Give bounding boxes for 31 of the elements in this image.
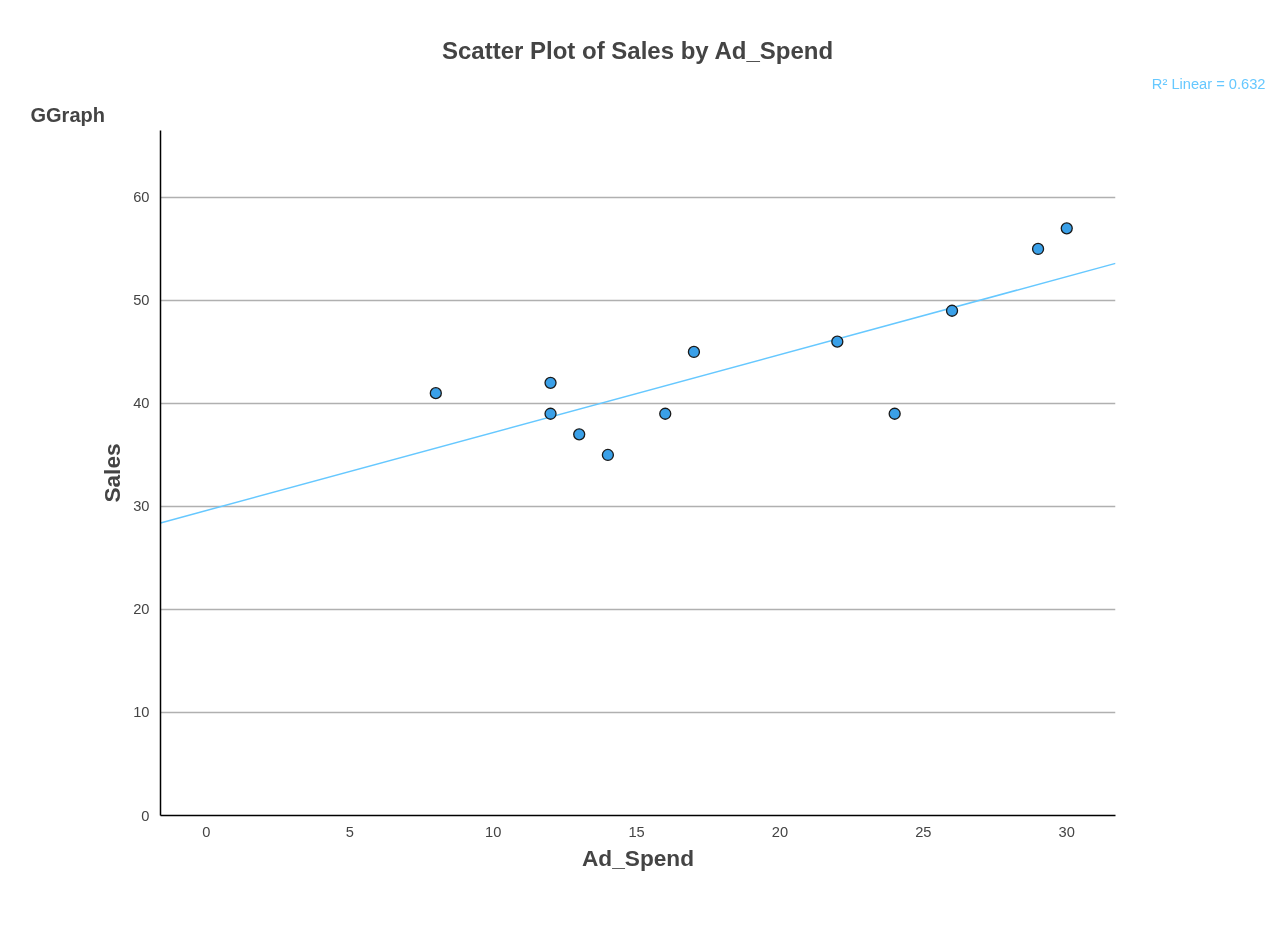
x-tick-label: 0	[202, 823, 211, 840]
x-tick-label: 30	[1058, 823, 1075, 840]
text: R² Linear = 0.632	[1151, 75, 1266, 92]
y-axis-title: Sales	[99, 443, 126, 503]
point	[687, 345, 701, 359]
text: GGraph	[30, 103, 105, 126]
y-tick-label: 40	[133, 395, 150, 412]
x-axis-title: Ad_Spend	[581, 844, 695, 871]
point	[429, 387, 442, 400]
point	[888, 407, 901, 420]
point	[831, 335, 844, 348]
chart-title: Scatter Plot of Sales by Ad_Spend	[441, 36, 834, 64]
y-tick-label: 10	[133, 704, 150, 721]
y-tick-label: 60	[133, 189, 150, 206]
x-tick-label: 15	[628, 823, 645, 840]
point	[1031, 242, 1045, 256]
y-tick-label: 20	[133, 601, 150, 618]
y-tick-label: 0	[141, 807, 150, 824]
x-tick-label: 5	[345, 823, 354, 840]
point	[544, 407, 557, 420]
point	[1060, 222, 1073, 235]
x-tick-label: 25	[915, 823, 932, 840]
x-tick-label: 10	[485, 823, 502, 840]
x-tick-label: 20	[771, 823, 789, 840]
point	[573, 428, 586, 441]
y-tick-label: 50	[133, 292, 150, 309]
point	[601, 448, 615, 462]
y-tick-label: 30	[133, 498, 150, 515]
point	[659, 407, 672, 420]
point	[945, 304, 959, 317]
point	[544, 376, 557, 390]
